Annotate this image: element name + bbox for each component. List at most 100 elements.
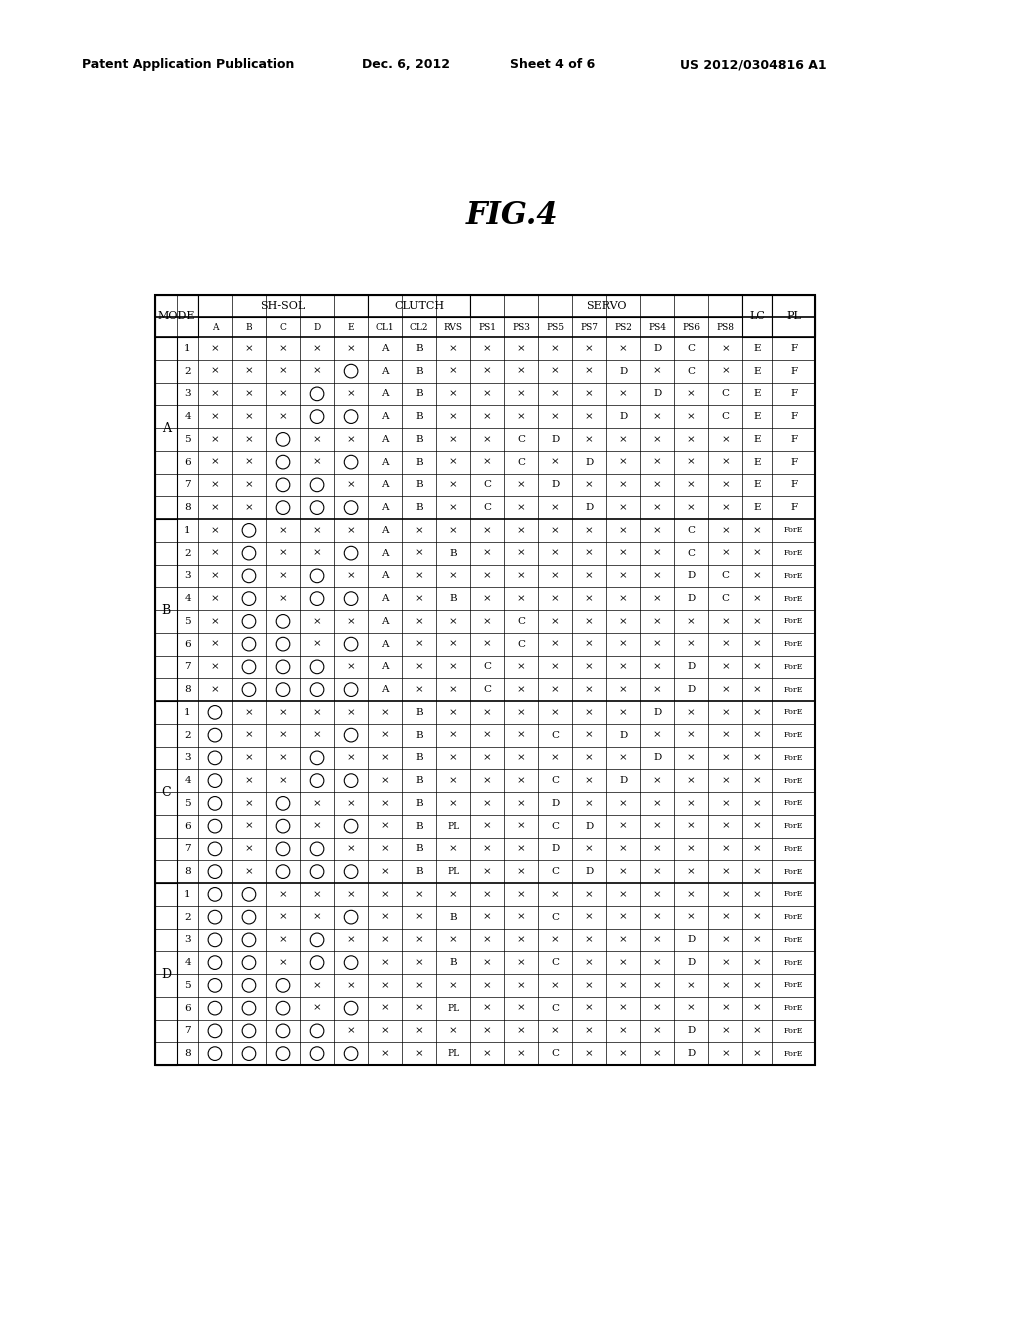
Text: ×: ×: [618, 845, 628, 853]
Text: ×: ×: [653, 616, 662, 626]
Text: 2: 2: [184, 549, 190, 557]
Text: ×: ×: [483, 799, 492, 808]
Text: ×: ×: [721, 1049, 730, 1059]
Text: ×: ×: [585, 480, 594, 490]
Text: ×: ×: [653, 890, 662, 899]
Text: ×: ×: [653, 685, 662, 694]
Text: 3: 3: [184, 389, 190, 399]
Text: ×: ×: [381, 912, 389, 921]
Text: ×: ×: [687, 799, 696, 808]
Bar: [155, 294, 198, 337]
Text: ×: ×: [381, 981, 389, 990]
Text: A: A: [381, 594, 389, 603]
Text: B: B: [450, 958, 457, 968]
Text: ×: ×: [517, 345, 525, 352]
Text: D: D: [687, 1027, 695, 1035]
Text: ×: ×: [585, 708, 594, 717]
Text: ForE: ForE: [783, 776, 803, 784]
Text: ×: ×: [618, 799, 628, 808]
Text: ×: ×: [211, 572, 219, 581]
Text: F: F: [790, 434, 797, 444]
Text: ×: ×: [517, 685, 525, 694]
Text: ×: ×: [483, 594, 492, 603]
Text: ×: ×: [585, 549, 594, 557]
Text: 4: 4: [184, 412, 190, 421]
Text: E: E: [348, 322, 354, 331]
Text: ×: ×: [585, 616, 594, 626]
Text: ×: ×: [585, 685, 594, 694]
Text: ×: ×: [753, 936, 762, 944]
Text: ×: ×: [517, 412, 525, 421]
Text: ×: ×: [483, 890, 492, 899]
Text: ForE: ForE: [783, 527, 803, 535]
Text: 8: 8: [184, 1049, 190, 1059]
Text: D: D: [551, 845, 559, 853]
Text: ×: ×: [381, 936, 389, 944]
Text: ×: ×: [517, 549, 525, 557]
Text: ×: ×: [753, 525, 762, 535]
Text: ×: ×: [211, 525, 219, 535]
Text: ×: ×: [551, 685, 560, 694]
Text: ×: ×: [279, 731, 288, 739]
Text: ×: ×: [653, 845, 662, 853]
Text: ×: ×: [585, 345, 594, 352]
Text: ×: ×: [211, 594, 219, 603]
Text: ×: ×: [381, 821, 389, 830]
Text: A: A: [381, 549, 389, 557]
Text: ×: ×: [347, 754, 355, 763]
Text: Sheet 4 of 6: Sheet 4 of 6: [510, 58, 595, 71]
Text: C: C: [551, 867, 559, 876]
Text: ForE: ForE: [783, 800, 803, 808]
Text: ×: ×: [721, 821, 730, 830]
Text: C: C: [517, 458, 525, 467]
Text: ×: ×: [653, 1003, 662, 1012]
Text: ×: ×: [753, 845, 762, 853]
Text: ×: ×: [618, 345, 628, 352]
Text: ×: ×: [517, 663, 525, 672]
Text: ×: ×: [653, 503, 662, 512]
Text: ×: ×: [312, 616, 322, 626]
Text: ×: ×: [381, 731, 389, 739]
Text: ×: ×: [618, 708, 628, 717]
Text: ×: ×: [483, 867, 492, 876]
Text: A: A: [381, 480, 389, 490]
Text: ×: ×: [517, 958, 525, 968]
Text: ForE: ForE: [783, 663, 803, 671]
Text: D: D: [653, 708, 662, 717]
Text: ×: ×: [211, 367, 219, 376]
Text: E: E: [754, 345, 761, 352]
Text: ×: ×: [721, 503, 730, 512]
Text: C: C: [483, 480, 492, 490]
Text: ×: ×: [551, 594, 560, 603]
Text: ×: ×: [483, 754, 492, 763]
Text: ×: ×: [245, 867, 253, 876]
Text: ×: ×: [517, 912, 525, 921]
Text: C: C: [722, 572, 729, 581]
Text: ×: ×: [312, 458, 322, 467]
Text: ×: ×: [415, 1003, 424, 1012]
Text: C: C: [280, 322, 287, 331]
Text: 3: 3: [184, 754, 190, 763]
Text: ×: ×: [618, 572, 628, 581]
Text: B: B: [416, 731, 423, 739]
Text: C: C: [483, 663, 492, 672]
Text: ×: ×: [381, 867, 389, 876]
Text: B: B: [416, 754, 423, 763]
Text: D: D: [585, 867, 594, 876]
Text: ×: ×: [312, 821, 322, 830]
Text: D: D: [687, 572, 695, 581]
Text: ×: ×: [687, 480, 696, 490]
Text: ×: ×: [279, 549, 288, 557]
Text: ×: ×: [721, 640, 730, 648]
Text: B: B: [416, 434, 423, 444]
Text: ×: ×: [245, 458, 253, 467]
Text: ×: ×: [245, 799, 253, 808]
Text: 6: 6: [184, 1003, 190, 1012]
Text: E: E: [754, 503, 761, 512]
Text: ×: ×: [653, 367, 662, 376]
Text: ×: ×: [279, 367, 288, 376]
Text: ×: ×: [517, 981, 525, 990]
Text: ×: ×: [517, 708, 525, 717]
Text: ×: ×: [721, 616, 730, 626]
Text: ×: ×: [211, 663, 219, 672]
